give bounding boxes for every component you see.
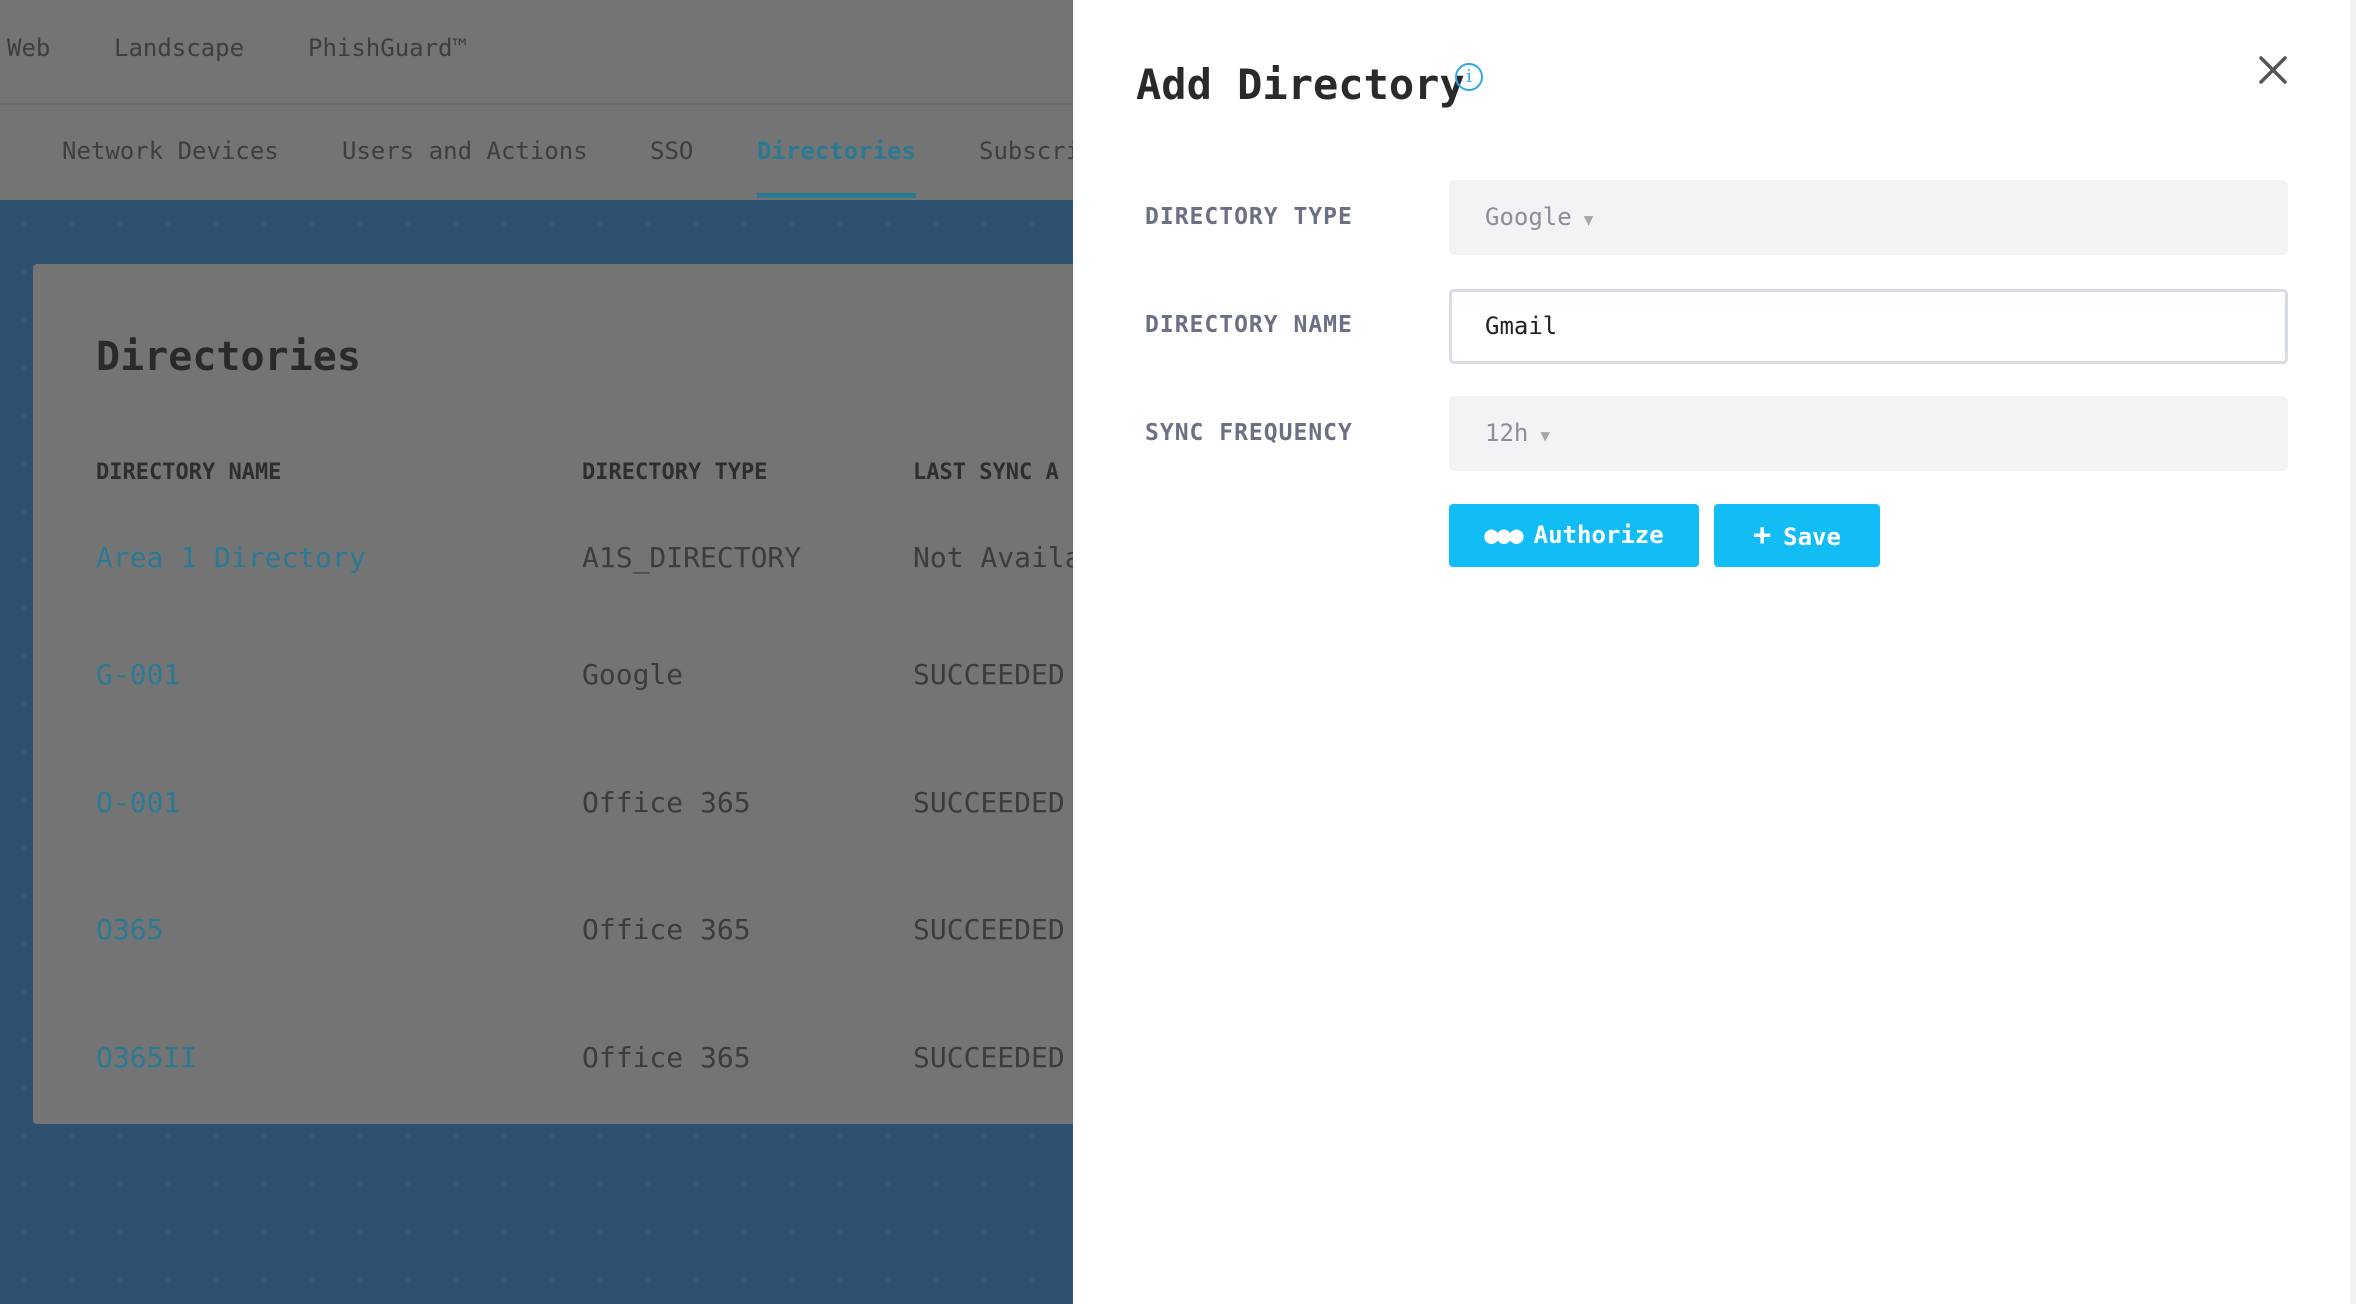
save-label: Save — [1783, 523, 1841, 551]
add-directory-panel: Add Directory i DIRECTORY TYPE Google ▼ D… — [1073, 0, 2356, 1304]
tab-users-and-actions[interactable]: Users and Actions — [342, 137, 588, 165]
directory-name-label: DIRECTORY NAME — [1145, 312, 1353, 338]
directory-name-input[interactable]: Gmail — [1449, 289, 2288, 364]
caret-down-icon: ▼ — [1540, 426, 1550, 445]
tab-subscriptions[interactable]: Subscri — [979, 137, 1073, 165]
close-icon[interactable] — [2253, 50, 2293, 90]
directory-type-cell: A1S_DIRECTORY — [582, 541, 802, 574]
nav-web[interactable]: Web — [7, 34, 51, 62]
nav-phishguard[interactable]: PhishGuard™ — [308, 34, 467, 62]
directory-type-label: DIRECTORY TYPE — [1145, 204, 1353, 230]
last-sync-cell: SUCCEEDED — [913, 786, 1065, 819]
caret-down-icon: ▼ — [1583, 210, 1594, 229]
directory-type-cell: Office 365 — [582, 1041, 751, 1074]
nav-landscape[interactable]: Landscape — [114, 34, 245, 62]
directory-type-select[interactable]: Google ▼ — [1449, 180, 2288, 255]
save-button[interactable]: + Save — [1714, 504, 1880, 567]
plus-icon: + — [1753, 518, 1772, 553]
panel-title: Add Directory — [1136, 60, 1465, 109]
authorize-label: Authorize — [1533, 521, 1664, 549]
directory-type-cell: Office 365 — [582, 913, 751, 946]
authorize-button[interactable]: ●●● Authorize — [1449, 504, 1699, 567]
directory-name-link[interactable]: G-001 — [96, 658, 181, 691]
last-sync-cell: SUCCEEDED — [913, 1041, 1065, 1074]
last-sync-cell: SUCCEEDED — [913, 658, 1065, 691]
settings-tabs: Network Devices Users and Actions SSO Di… — [0, 105, 1073, 200]
column-header-last-sync[interactable]: LAST SYNC A — [913, 460, 1059, 485]
background-page: Web Landscape PhishGuard™ Network Device… — [0, 0, 1073, 1304]
sync-frequency-value: 12h — [1485, 419, 1529, 447]
column-header-type[interactable]: DIRECTORY TYPE — [582, 460, 768, 485]
directory-name-link[interactable]: O365II — [96, 1041, 198, 1074]
directories-card: Directories DIRECTORY NAME DIRECTORY TYP… — [33, 264, 1073, 1124]
sync-frequency-label: SYNC FREQUENCY — [1145, 420, 1353, 446]
directory-name-link[interactable]: O-001 — [96, 786, 181, 819]
tab-sso[interactable]: SSO — [650, 137, 694, 165]
info-circle-icon[interactable]: i — [1455, 63, 1483, 91]
directory-name-link[interactable]: O365 — [96, 913, 164, 946]
directory-type-cell: Office 365 — [582, 786, 751, 819]
last-sync-cell: Not Availa — [913, 541, 1073, 574]
tab-network-devices[interactable]: Network Devices — [62, 137, 279, 165]
sync-frequency-select[interactable]: 12h ▼ — [1449, 396, 2288, 471]
directory-name-link[interactable]: Area 1 Directory — [96, 541, 366, 574]
last-sync-cell: SUCCEEDED — [913, 913, 1065, 946]
top-nav: Web Landscape PhishGuard™ — [0, 0, 1073, 105]
tab-directories[interactable]: Directories — [757, 137, 916, 198]
column-header-name[interactable]: DIRECTORY NAME — [96, 460, 282, 485]
dots-icon: ●●● — [1484, 521, 1523, 549]
card-title: Directories — [96, 334, 361, 380]
directory-type-value: Google — [1485, 203, 1572, 231]
directory-type-cell: Google — [582, 658, 684, 691]
